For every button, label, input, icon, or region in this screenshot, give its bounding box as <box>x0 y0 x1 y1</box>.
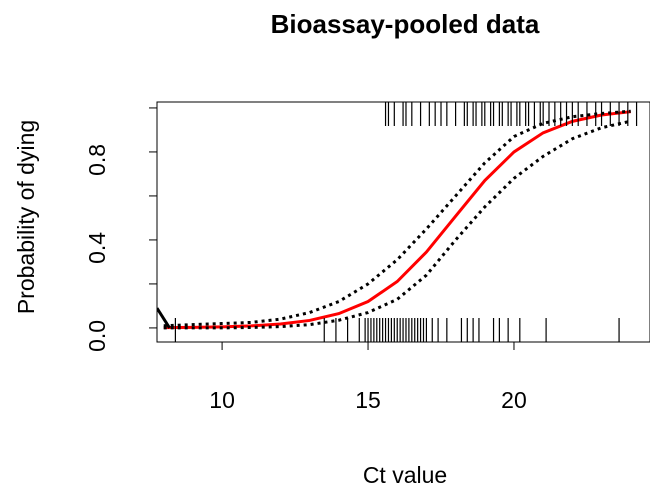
chart-title: Bioassay-pooled data <box>271 9 540 39</box>
plot-box <box>156 101 650 343</box>
x-tick-label: 10 <box>209 387 235 413</box>
x-tick-label: 15 <box>355 387 381 413</box>
y-tick-label: 0.4 <box>84 232 110 264</box>
y-axis-label: Probability of dying <box>13 120 39 314</box>
y-tick-label: 0.0 <box>84 320 110 352</box>
x-axis-label: Ct value <box>363 462 447 488</box>
plot-area <box>157 102 638 342</box>
y-tick-label: 0.8 <box>84 144 110 176</box>
series-line <box>163 109 631 328</box>
series-line <box>163 119 632 330</box>
series-line <box>157 307 171 329</box>
x-tick-label: 20 <box>501 387 527 413</box>
